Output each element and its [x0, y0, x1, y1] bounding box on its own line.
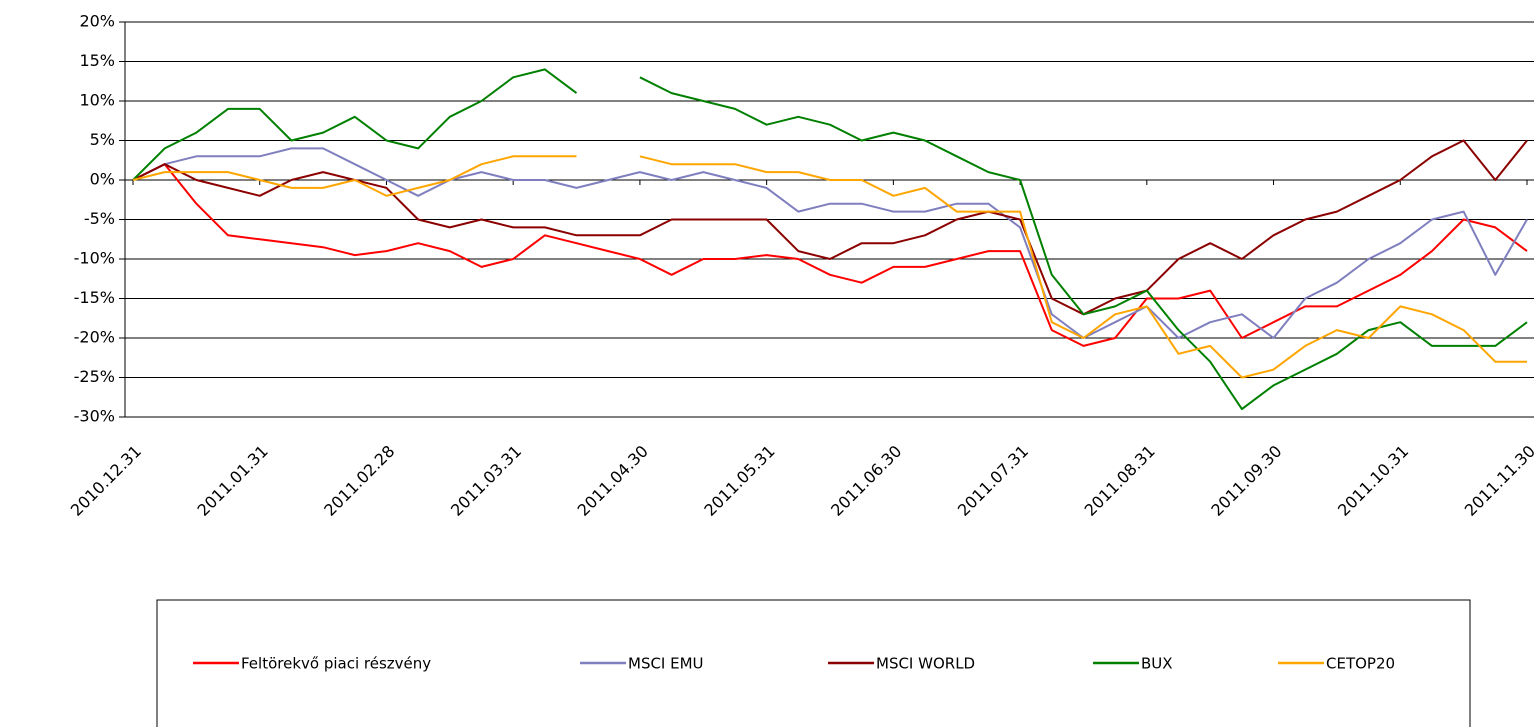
series-line	[132, 163, 1528, 347]
y-tick-label: 20%	[79, 12, 115, 31]
legend-box	[156, 599, 1471, 727]
series-line	[132, 155, 1527, 379]
legend-label: CETOP20	[1326, 655, 1395, 673]
legend-label: MSCI EMU	[628, 655, 704, 673]
y-tick-label: 15%	[79, 51, 115, 70]
y-tick-label: -5%	[84, 209, 115, 228]
y-tick-label: 5%	[90, 130, 115, 149]
x-tick-label: 2011.10.31	[1334, 442, 1412, 520]
x-tick-label: 2011.04.30	[574, 442, 652, 520]
x-tick-label: 2010.12.31	[67, 442, 145, 520]
x-tick-label: 2011.11.30	[1461, 442, 1534, 520]
y-tick-label: -20%	[74, 328, 115, 347]
x-tick-label: 2011.01.31	[194, 442, 272, 520]
legend-label: BUX	[1141, 655, 1173, 673]
y-tick-label: -30%	[74, 407, 115, 426]
x-tick-label: 2011.07.31	[954, 442, 1032, 520]
y-tick-label: 0%	[90, 170, 115, 189]
y-tick-label: 10%	[79, 91, 115, 110]
series-line	[132, 147, 1528, 339]
series-line	[132, 139, 1528, 316]
x-tick-label: 2011.08.31	[1081, 442, 1159, 520]
legend-label: MSCI WORLD	[876, 655, 975, 673]
x-tick-label: 2011.03.31	[447, 442, 525, 520]
legend-label: Feltörekvő piaci részvény	[241, 655, 431, 673]
x-tick-label: 2011.02.28	[320, 442, 398, 520]
y-tick-label: -10%	[74, 249, 115, 268]
y-tick-label: -25%	[74, 367, 115, 386]
x-tick-label: 2011.05.31	[700, 442, 778, 520]
y-tick-label: -15%	[74, 288, 115, 307]
x-tick-label: 2011.09.30	[1207, 442, 1285, 520]
x-tick-label: 2011.06.30	[827, 442, 905, 520]
series-line	[132, 68, 1528, 411]
